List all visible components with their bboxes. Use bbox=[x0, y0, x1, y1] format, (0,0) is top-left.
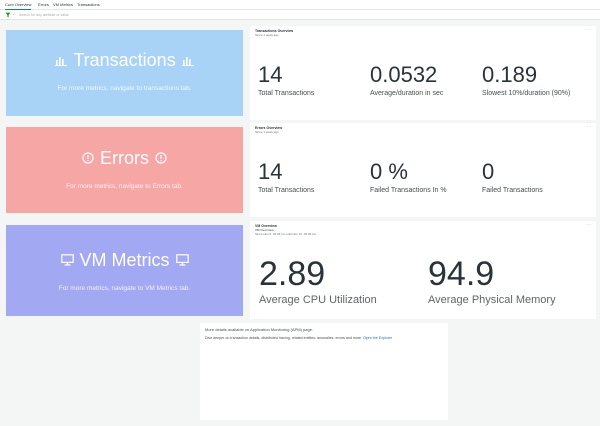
card-title: Errors Overview bbox=[255, 126, 283, 130]
more-options-icon[interactable]: ··· bbox=[587, 124, 591, 129]
metric-total-transactions: 14 Total Transactions bbox=[258, 62, 315, 98]
transactions-banner-subtitle: For more metrics, navigate to transactio… bbox=[57, 85, 192, 92]
transactions-banner-title-row: Transactions bbox=[6, 49, 243, 71]
apm-description-text: Dive deeper on transaction details, dist… bbox=[205, 336, 363, 340]
card-time-range: Since Nov 5, 03:39 pm until Nov 12, 03:3… bbox=[255, 232, 317, 236]
transactions-banner-title: Transactions bbox=[73, 50, 176, 70]
vm-banner-title: VM Metrics bbox=[79, 250, 170, 270]
errors-banner-title-row: Errors bbox=[6, 147, 243, 169]
metric-label: Average CPU Utilization bbox=[259, 294, 377, 306]
metric-slowest-duration: 0.189 Slowest 10%/duration (90%) bbox=[482, 62, 571, 98]
metric-label: Total Transactions bbox=[258, 90, 315, 97]
vm-banner-title-row: VM Metrics bbox=[6, 249, 243, 271]
tab-errors[interactable]: Errors bbox=[38, 2, 49, 7]
errors-banner-subtitle: For more metrics, navigate to Errors tab… bbox=[66, 183, 183, 190]
metric-failed-transactions: 0 Failed Transactions bbox=[482, 159, 543, 195]
bar-chart-icon bbox=[55, 56, 68, 66]
errors-banner: Errors For more metrics, navigate to Err… bbox=[6, 127, 243, 213]
more-options-icon[interactable]: ··· bbox=[587, 27, 591, 32]
bar-chart-icon bbox=[181, 56, 194, 66]
metric-label: Failed Transactions In % bbox=[370, 187, 447, 194]
transactions-banner: Transactions For more metrics, navigate … bbox=[6, 30, 243, 116]
vm-overview-card: VM Overview VM Overview Since Nov 5, 03:… bbox=[250, 221, 596, 319]
metric-value: 2.89 bbox=[259, 255, 326, 293]
metric-failed-percent: 0 % Failed Transactions In % bbox=[370, 159, 447, 195]
search-input[interactable] bbox=[19, 12, 319, 18]
card-subtitle: Since 1 week ago bbox=[255, 130, 279, 134]
monitor-icon bbox=[175, 254, 189, 266]
apm-description: Dive deeper on transaction details, dist… bbox=[205, 336, 443, 341]
metric-value: 0.189 bbox=[482, 62, 538, 87]
tab-bar: Curb Overview Errors VM Metrics Transact… bbox=[0, 0, 600, 10]
card-title: VM Overview bbox=[255, 224, 277, 228]
metric-cpu-utilization: 2.89 Average CPU Utilization bbox=[259, 256, 377, 306]
chevron-down-icon[interactable]: ⌄ bbox=[12, 11, 16, 16]
metric-average-duration: 0.0532 Average/duration in sec bbox=[370, 62, 444, 98]
card-title: Transactions Overview bbox=[255, 29, 294, 33]
apm-info-panel: More details available on Application Mo… bbox=[200, 323, 448, 420]
more-options-icon[interactable]: ··· bbox=[587, 222, 591, 227]
metric-label: Slowest 10%/duration (90%) bbox=[482, 90, 571, 97]
metric-total-transactions: 14 Total Transactions bbox=[258, 159, 315, 195]
metric-value: 94.9 bbox=[428, 255, 495, 293]
metric-value: 14 bbox=[258, 159, 283, 184]
errors-banner-title: Errors bbox=[100, 148, 149, 168]
apm-heading: More details available on Application Mo… bbox=[205, 327, 314, 332]
metric-value: 0 bbox=[482, 159, 495, 184]
transactions-overview-card: Transactions Overview Since 1 week ago ·… bbox=[250, 26, 596, 120]
metric-label: Average/duration in sec bbox=[370, 90, 444, 97]
metric-label: Total Transactions bbox=[258, 187, 315, 194]
metric-value: 0.0532 bbox=[370, 62, 438, 87]
vm-banner-subtitle: For more metrics, navigate to VM Metrics… bbox=[58, 285, 191, 292]
vm-metrics-banner: VM Metrics For more metrics, navigate to… bbox=[6, 225, 243, 316]
monitor-icon bbox=[60, 254, 74, 266]
error-circle-icon bbox=[155, 152, 167, 164]
tab-transactions[interactable]: Transactions bbox=[77, 2, 100, 7]
card-subtitle: VM Overview bbox=[255, 228, 274, 232]
open-explorer-link[interactable]: Open the Explorer bbox=[363, 336, 393, 340]
filter-icon[interactable] bbox=[5, 12, 11, 18]
metric-value: 0 % bbox=[370, 159, 408, 184]
tab-vm-metrics[interactable]: VM Metrics bbox=[53, 2, 73, 7]
metric-value: 14 bbox=[258, 62, 283, 87]
metric-physical-memory: 94.9 Average Physical Memory bbox=[428, 256, 556, 306]
errors-overview-card: Errors Overview Since 1 week ago ··· 14 … bbox=[250, 123, 596, 217]
metric-label: Failed Transactions bbox=[482, 187, 543, 194]
error-circle-icon bbox=[82, 152, 94, 164]
card-subtitle: Since 1 week ago bbox=[255, 33, 279, 37]
filter-bar: ⌄ bbox=[0, 10, 600, 20]
tab-curb-overview[interactable]: Curb Overview bbox=[5, 2, 32, 10]
metric-label: Average Physical Memory bbox=[428, 294, 556, 306]
